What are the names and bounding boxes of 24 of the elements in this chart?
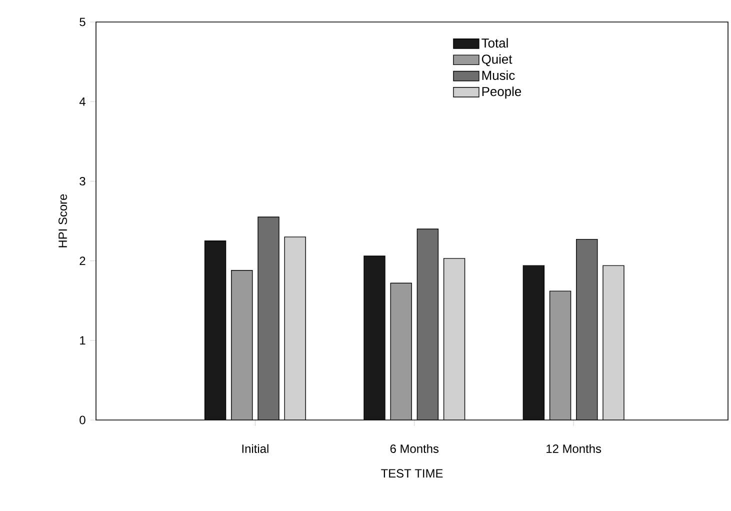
legend-label: Music	[482, 70, 515, 80]
x-tick-label: Initial	[242, 444, 268, 453]
y-tick-label: 5	[80, 18, 86, 26]
y-axis-title: HPI Score	[58, 194, 67, 248]
legend-label: Quiet	[482, 54, 512, 66]
legend-label: Total	[482, 38, 508, 48]
y-tick-label: 2	[80, 256, 86, 265]
y-tick-label: 1	[80, 336, 86, 345]
x-axis-title: TEST TIME	[381, 469, 443, 478]
bar	[443, 258, 466, 420]
bar	[258, 216, 280, 420]
bar	[549, 290, 572, 420]
x-tick-label: 6 Months	[390, 444, 439, 453]
legend-label: People	[482, 86, 522, 99]
bar	[284, 236, 306, 420]
bar	[231, 270, 253, 420]
y-tick-label: 3	[80, 176, 86, 186]
bar	[390, 282, 412, 420]
bar	[416, 228, 439, 420]
bar	[576, 238, 598, 420]
y-tick-label: 4	[79, 97, 86, 106]
bar	[602, 265, 624, 420]
x-tick-label: 12 Months	[546, 444, 602, 453]
y-tick-label: 0	[80, 416, 86, 424]
